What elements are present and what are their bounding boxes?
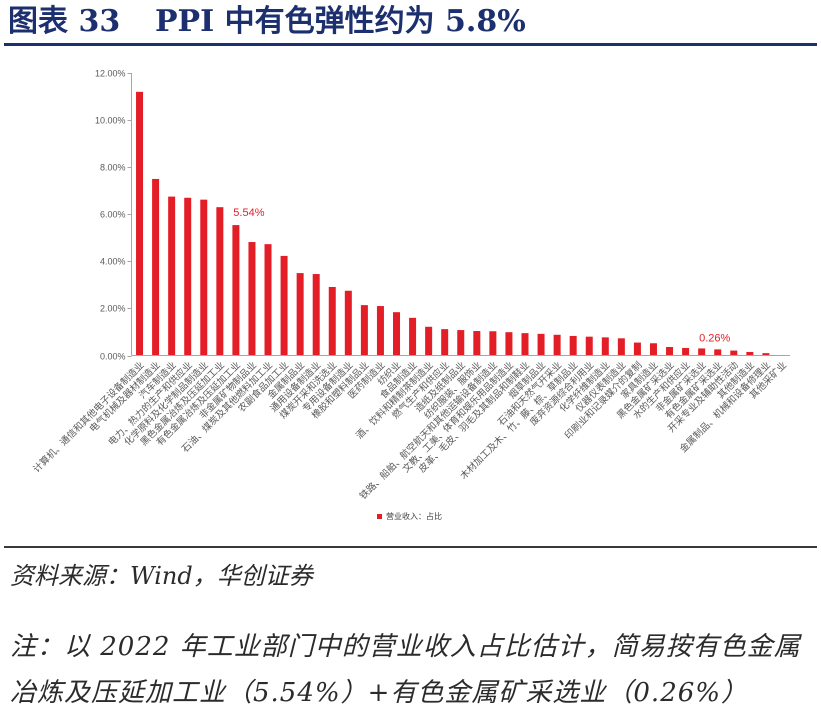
bar <box>152 178 160 356</box>
figure-title: PPI 中有色弹性约为 5.8% <box>155 4 526 39</box>
bar <box>730 350 738 356</box>
bar <box>473 331 481 356</box>
figure-number: 图表 33 <box>8 4 121 39</box>
bar <box>248 242 256 356</box>
data-label: 0.26% <box>699 332 730 344</box>
bar <box>505 332 513 356</box>
bar <box>184 197 192 356</box>
bar <box>682 347 690 356</box>
bar <box>569 335 577 356</box>
bar <box>344 290 352 356</box>
bar <box>376 306 384 356</box>
bar <box>553 334 561 356</box>
bar <box>441 329 449 356</box>
y-tick-label: 12.00% <box>95 69 126 79</box>
bar <box>296 273 304 356</box>
note-line-1: 注：以 2022 年工业部门中的营业收入占比估计，简易按有色金属 <box>10 632 801 662</box>
figure-header: 图表 33 PPI 中有色弹性约为 5.8% <box>0 0 821 47</box>
bar <box>168 196 176 356</box>
bar <box>328 286 336 356</box>
bar <box>232 225 240 356</box>
bar <box>714 349 722 356</box>
source-note: 资料来源：Wind，华创证券 <box>10 562 313 590</box>
bar <box>216 207 224 356</box>
bar <box>136 91 144 356</box>
y-tick-label: 0.00% <box>100 352 126 362</box>
bar <box>537 333 545 356</box>
y-tick-label: 6.00% <box>100 210 126 220</box>
y-tick-label: 8.00% <box>100 163 126 173</box>
note-line-2: 冶炼及压延加工业（5.54%）+有色金属矿采选业（0.26%） <box>10 678 748 708</box>
bar <box>200 199 208 356</box>
bar <box>617 338 625 356</box>
bar <box>425 326 433 356</box>
bar <box>521 333 529 356</box>
legend: 营业收入：占比 <box>377 511 442 521</box>
bar <box>457 330 465 356</box>
y-axis: 0.00% 2.00% 4.00% 6.00% 8.00% 10.00% 12.00% <box>95 69 132 362</box>
y-tick-label: 2.00% <box>100 304 126 314</box>
bar <box>409 317 417 356</box>
bar <box>746 351 754 356</box>
bar <box>633 342 641 356</box>
bar <box>360 305 368 356</box>
bar <box>489 331 497 356</box>
bar <box>698 348 706 356</box>
bar <box>264 244 272 356</box>
x-axis: 计算机、通信和其他电子设备制造业电气机械及器材制造业汽车制造业电力、热力的生产和… <box>31 355 790 502</box>
y-tick-label: 10.00% <box>95 116 126 126</box>
bar <box>666 347 674 356</box>
footer-divider <box>4 546 817 548</box>
bar <box>312 274 320 356</box>
data-label: 5.54% <box>233 207 264 219</box>
legend-label: 营业收入：占比 <box>386 511 442 521</box>
bar-chart: 0.00% 2.00% 4.00% 6.00% 8.00% 10.00% 12.00% 计算机… <box>31 69 790 521</box>
bar <box>762 353 770 356</box>
bar-series <box>136 91 786 356</box>
bar <box>393 312 401 356</box>
y-tick-label: 4.00% <box>100 257 126 267</box>
bar <box>585 336 593 356</box>
bar <box>601 337 609 356</box>
title-underline <box>4 43 817 46</box>
bar <box>280 255 288 356</box>
bar <box>649 343 657 356</box>
annotations: 5.54% 0.26% <box>233 207 730 344</box>
legend-swatch <box>377 514 382 519</box>
